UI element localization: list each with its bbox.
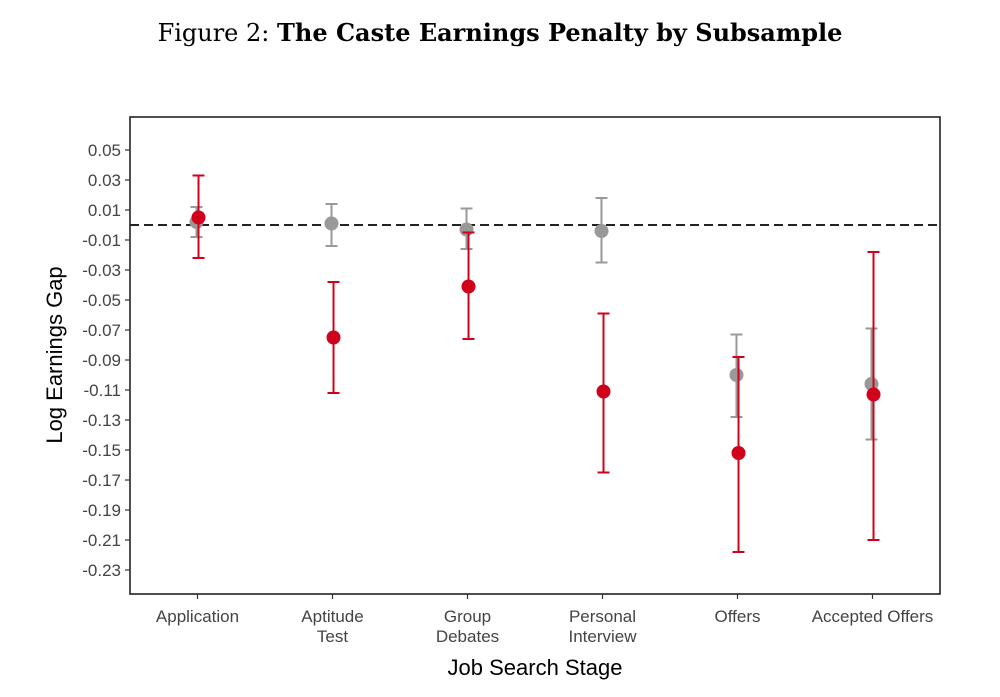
y-axis-title: Log Earnings Gap xyxy=(42,266,67,443)
y-tick-label: 0.03 xyxy=(88,171,121,190)
x-tick-label: Application xyxy=(156,607,239,626)
axes: 0.05 0.03 0.01 -0.01 -0.03 -0.05 -0.07 -0.09 -0.… xyxy=(82,116,941,646)
y-tick-label: -0.19 xyxy=(82,501,121,520)
data-point xyxy=(326,330,341,345)
data-point xyxy=(596,384,611,399)
x-tick-label: Debates xyxy=(436,627,499,646)
data-point xyxy=(729,368,744,382)
y-tick-label: -0.05 xyxy=(82,291,121,310)
data-point xyxy=(731,446,746,460)
x-tick-label: Test xyxy=(317,627,348,646)
y-tick-label: -0.03 xyxy=(82,261,121,280)
x-axis-title: Job Search Stage xyxy=(448,655,623,680)
x-tick-label: Aptitude xyxy=(301,607,363,626)
data-point xyxy=(191,210,206,225)
x-tick-label: Group xyxy=(444,607,491,626)
x-tick-label: Accepted Offers xyxy=(812,607,934,626)
figure-label: Figure 2: xyxy=(157,19,270,47)
y-tick-label: -0.01 xyxy=(82,231,121,250)
y-tick-label: -0.13 xyxy=(82,411,121,430)
y-tick-label: -0.17 xyxy=(82,471,121,490)
series-subsample xyxy=(191,174,881,553)
plot-border xyxy=(129,116,941,595)
data-point xyxy=(459,222,474,237)
y-tick-label: -0.11 xyxy=(84,381,122,400)
y-tick-label: -0.09 xyxy=(82,351,121,370)
data-point xyxy=(324,216,339,231)
data-point xyxy=(864,377,879,391)
series-full-sample xyxy=(189,197,879,441)
y-tick-label: -0.07 xyxy=(82,321,121,340)
y-tick-label: -0.23 xyxy=(82,561,121,580)
plot-area xyxy=(130,174,940,553)
x-tick-label: Offers xyxy=(715,607,761,626)
y-tick-label: 0.01 xyxy=(88,201,121,220)
x-tick-label: Interview xyxy=(568,627,637,646)
figure-title-text: The Caste Earnings Penalty by Subsample xyxy=(277,18,843,47)
figure-title: Figure 2: The Caste Earnings Penalty by … xyxy=(0,18,1000,47)
data-point xyxy=(461,279,476,294)
data-point xyxy=(594,224,609,238)
y-tick-label: -0.15 xyxy=(82,441,121,460)
data-point xyxy=(866,387,881,402)
y-tick-label: -0.21 xyxy=(82,531,121,550)
y-tick-label: 0.05 xyxy=(88,141,121,160)
x-tick-label: Personal xyxy=(569,607,636,626)
